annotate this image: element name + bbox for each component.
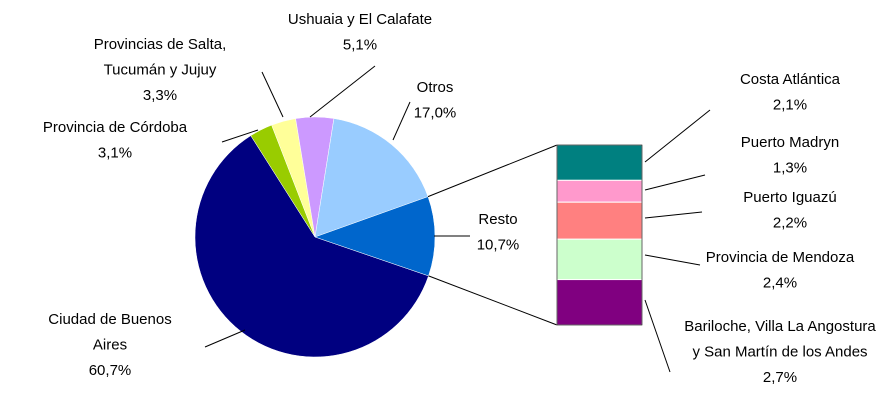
pie-slice xyxy=(314,118,429,238)
bar-outline xyxy=(556,144,643,326)
value-label: 60,7% xyxy=(89,362,132,379)
leader-line xyxy=(644,254,701,266)
connector xyxy=(427,144,558,198)
slice-label: Puerto Madryn xyxy=(741,134,839,151)
value-label: 2,4% xyxy=(763,274,797,291)
value-label: 2,2% xyxy=(773,214,807,231)
value-label: 3,1% xyxy=(98,144,132,161)
leader-line xyxy=(204,329,246,348)
bar-segment xyxy=(556,279,643,326)
leader-line xyxy=(392,101,411,141)
value-label: 1,3% xyxy=(773,159,807,176)
slice-label: Ushuaia y El Calafate xyxy=(288,11,432,28)
leader-line xyxy=(644,299,671,373)
bar-segment xyxy=(556,144,643,181)
value-label: 2,1% xyxy=(773,96,807,113)
leader-line xyxy=(221,129,259,143)
leader-line xyxy=(644,109,711,163)
leader-line xyxy=(261,71,284,118)
bar-segment xyxy=(556,238,643,281)
leader-line xyxy=(309,65,376,118)
value-label: 2,7% xyxy=(763,369,797,386)
bar-segment xyxy=(556,201,643,240)
value-label: 3,3% xyxy=(143,87,177,104)
leader-line xyxy=(644,174,706,191)
slice-label: Bariloche, Villa La Angostura y San Martí… xyxy=(684,318,876,361)
connector xyxy=(428,275,558,326)
slice-label: Resto xyxy=(478,211,517,228)
slice-label: Provincia de Córdoba xyxy=(43,119,188,136)
value-label: 17,0% xyxy=(414,104,457,121)
leader-line xyxy=(644,211,703,219)
slice-label: Provincia de Mendoza xyxy=(706,249,855,266)
value-label: 5,1% xyxy=(343,36,377,53)
slice-label: Otros xyxy=(417,79,454,96)
value-label: 10,7% xyxy=(477,236,520,253)
slice-label: Puerto Iguazú xyxy=(743,189,836,206)
slice-label: Costa Atlántica xyxy=(740,71,841,88)
slice-label: Provincias de Salta, Tucumán y Jujuy xyxy=(94,36,227,79)
bar-segment xyxy=(556,179,643,203)
slice-label: Ciudad de Buenos Aires xyxy=(48,311,171,354)
pie-slice xyxy=(194,135,429,358)
